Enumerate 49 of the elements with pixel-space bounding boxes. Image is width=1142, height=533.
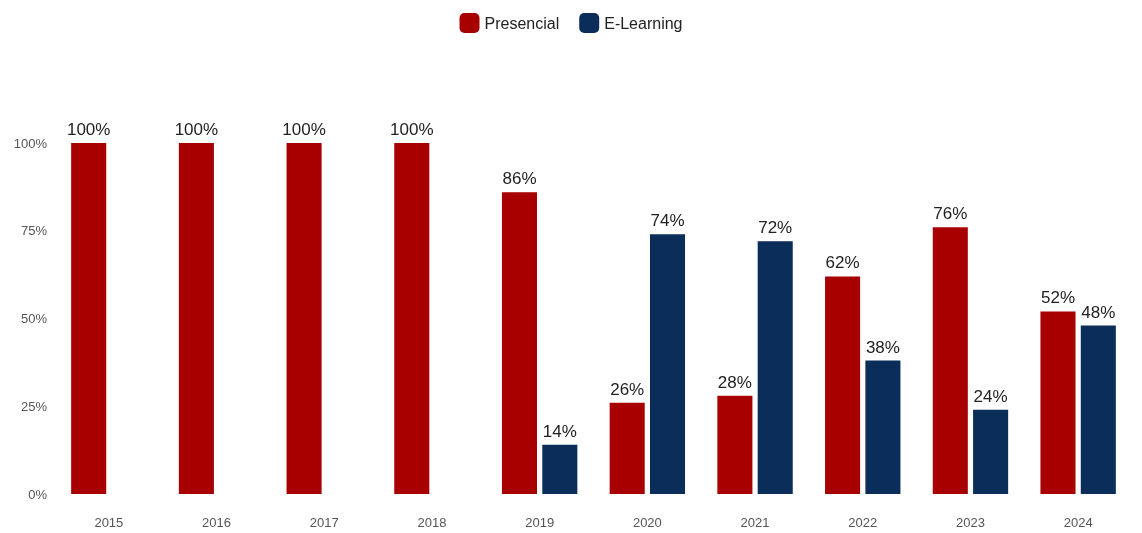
bar [394,143,430,494]
data-label: 100% [174,120,219,139]
data-label: 76% [933,204,968,224]
data-label: 38% [865,337,900,357]
data-label: 14% [542,421,577,441]
bar [717,395,753,494]
bar [1040,311,1076,494]
bar [932,227,968,494]
data-label: 100% [390,120,434,139]
x-tick-label: 2024 [1063,515,1093,530]
bar [1080,325,1116,494]
bar [286,143,322,494]
bar [649,234,686,494]
data-label: 26% [610,379,645,399]
x-tick-label: 2019 [525,515,555,530]
data-label: 52% [1040,288,1075,308]
bar [973,409,1009,494]
x-tick-label: 2022 [848,515,878,530]
data-label: 24% [973,386,1008,406]
bar [71,143,107,494]
data-label: 48% [1081,302,1116,322]
bar [865,360,901,494]
y-tick-label: 0% [28,486,48,502]
data-label: 100% [66,120,111,139]
bar [542,444,578,494]
x-tick-label: 2017 [309,515,339,530]
data-label: 62% [825,253,860,273]
x-tick-label: 2023 [955,515,985,530]
data-label: 28% [717,372,752,392]
bar [757,241,793,494]
x-tick-label: 2018 [417,515,447,530]
data-label: 74% [650,211,685,231]
y-tick-label: 100% [13,135,48,151]
bar [825,276,861,494]
bar [609,402,645,494]
legend-label: Presencial [484,14,560,32]
bar [178,143,214,494]
y-tick-label: 75% [20,223,48,239]
data-label: 72% [758,218,793,238]
x-tick-label: 2015 [94,515,124,530]
bar [501,192,538,494]
x-tick-label: 2021 [740,515,770,530]
data-label: 100% [282,120,326,139]
y-tick-label: 25% [20,398,48,414]
data-label: 86% [502,169,537,189]
y-tick-label: 50% [20,311,48,326]
legend-label: E-Learning [604,14,683,32]
x-tick-label: 2020 [632,515,662,530]
x-tick-label: 2016 [202,515,232,530]
